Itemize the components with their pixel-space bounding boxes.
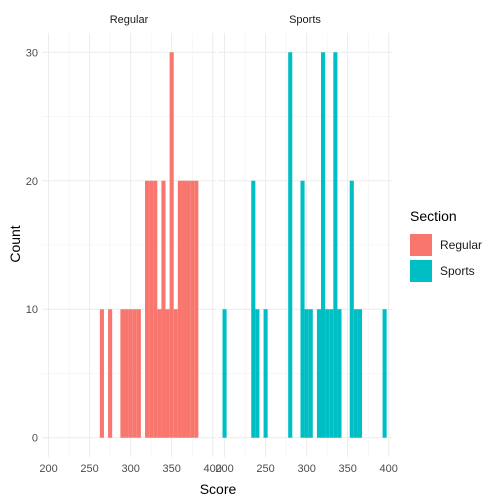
histogram-bar: [300, 180, 305, 438]
histogram-bar: [153, 180, 158, 438]
histogram-bar: [108, 309, 113, 438]
histogram-bar: [329, 309, 334, 438]
x-tick-label: 400: [380, 463, 398, 475]
y-tick-label: 10: [26, 304, 38, 316]
histogram-bar: [333, 52, 338, 438]
histogram-bar: [222, 309, 227, 438]
histogram-bar: [181, 180, 187, 438]
legend-key-regular: [410, 234, 432, 256]
histogram-bar: [288, 52, 293, 438]
histogram-bar: [132, 309, 137, 438]
facet-panel-regular: 200 250 300 350 400 0 10 20 30: [26, 33, 222, 475]
legend-item-sports: Sports: [410, 258, 496, 284]
histogram-bar: [190, 180, 195, 438]
histogram-bar: [161, 180, 166, 438]
histogram-bar: [157, 309, 162, 438]
facet-strip-label-sports: Sports: [289, 14, 321, 26]
legend-label-sports: Sports: [440, 264, 475, 278]
histogram-bar: [145, 180, 150, 438]
legend-label-regular: Regular: [440, 238, 483, 252]
y-tick-label: 20: [26, 176, 38, 188]
histogram-bar: [124, 309, 129, 438]
histogram-bar: [251, 180, 256, 438]
x-tick-label: 400: [204, 463, 222, 475]
x-tick-label: 250: [256, 463, 274, 475]
histogram-bar: [349, 180, 354, 438]
histogram-bar: [325, 309, 330, 438]
histogram-bar: [165, 309, 170, 438]
histogram-bar: [382, 309, 387, 438]
x-tick-label: 200: [215, 463, 233, 475]
histogram-bar: [99, 309, 104, 438]
histogram-bar: [186, 180, 191, 438]
x-tick-label: 300: [297, 463, 315, 475]
histogram-bar: [173, 309, 178, 438]
histogram-bar: [357, 309, 363, 438]
histogram-bar: [169, 52, 174, 438]
y-axis-title: Count: [7, 225, 23, 262]
histogram-bar: [337, 309, 342, 438]
x-tick-label: 350: [162, 463, 180, 475]
legend: Section Regular Sports: [410, 208, 496, 284]
histogram-bar: [136, 309, 141, 438]
legend-item-regular: Regular: [410, 232, 496, 258]
facet-panel-sports: 200 250 300 350 400: [215, 33, 398, 475]
histogram-bar: [255, 309, 260, 438]
histogram-bar: [128, 309, 133, 438]
histogram-bar: [316, 309, 322, 438]
histogram-bar: [321, 52, 326, 438]
histogram-bar: [353, 309, 358, 438]
facet-strip-label-regular: Regular: [110, 14, 149, 26]
x-tick-label: 350: [338, 463, 356, 475]
histogram-bar: [304, 309, 309, 438]
x-tick-label: 200: [39, 463, 57, 475]
histogram-bar: [149, 180, 154, 438]
histogram-bar: [194, 180, 199, 438]
x-tick-label: 300: [121, 463, 139, 475]
histogram-bar: [308, 309, 313, 438]
y-tick-label: 0: [32, 433, 38, 445]
legend-title: Section: [410, 208, 457, 224]
legend-key-sports: [410, 260, 432, 282]
y-tick-label: 30: [26, 47, 38, 59]
x-axis-title: Score: [200, 481, 237, 497]
histogram-bar: [263, 309, 268, 438]
x-tick-label: 250: [80, 463, 98, 475]
histogram-bar: [177, 180, 182, 438]
histogram-bar: [120, 309, 125, 438]
